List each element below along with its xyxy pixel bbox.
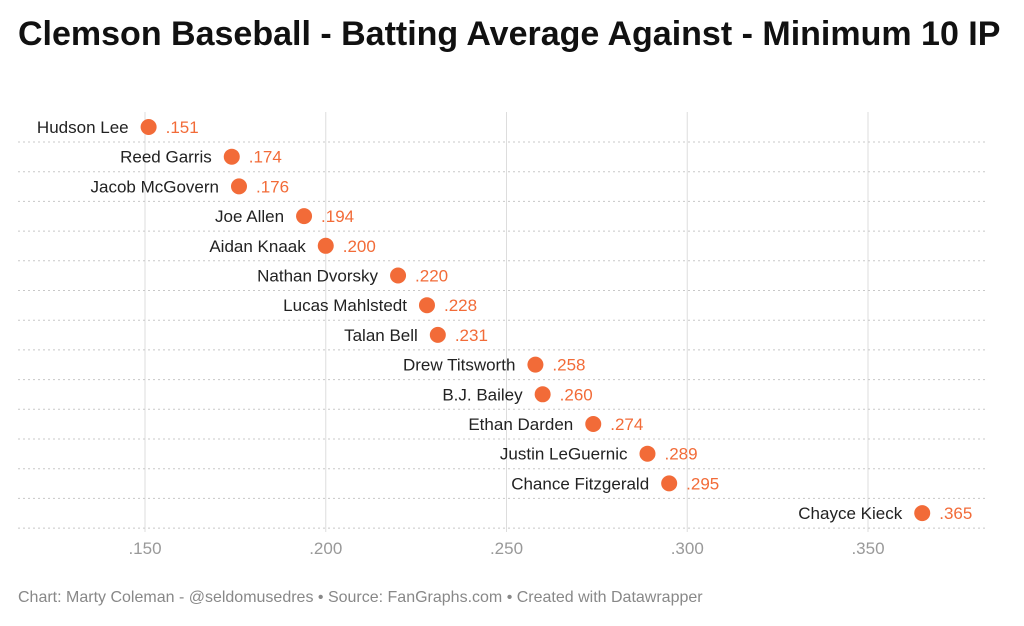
data-point (661, 475, 678, 492)
dot-row: Justin LeGuernic .289 (500, 445, 698, 464)
player-name: Drew Titsworth (403, 356, 515, 375)
value-label: .231 (455, 326, 488, 345)
player-name: B.J. Bailey (442, 385, 523, 404)
dot-row: Ethan Darden .274 (468, 415, 643, 434)
player-name: Hudson Lee (37, 118, 129, 137)
value-label: .365 (939, 504, 972, 523)
player-name: Reed Garris (120, 148, 212, 167)
x-axis-ticks: .150 .200 .250 .300 .350 (128, 539, 884, 558)
data-point (140, 119, 157, 135)
data-point (223, 148, 240, 165)
value-label: .174 (249, 148, 282, 167)
data-point (585, 416, 602, 432)
value-label: .258 (552, 356, 585, 375)
data-point (390, 267, 407, 284)
data-point (534, 386, 551, 403)
data-point (418, 297, 435, 314)
dot-row: Talan Bell .231 (344, 326, 488, 345)
value-label: .194 (321, 207, 354, 226)
x-tick-label: .200 (309, 539, 342, 558)
value-label: .274 (610, 415, 643, 434)
value-label: .228 (444, 296, 477, 315)
dot-row: Joe Allen .194 (215, 207, 354, 226)
player-name: Justin LeGuernic (500, 445, 628, 464)
x-tick-label: .300 (671, 539, 704, 558)
data-point (317, 237, 334, 254)
player-name: Chance Fitzgerald (511, 474, 649, 493)
data-point (429, 326, 446, 343)
dot-row: Chayce Kieck .365 (798, 504, 972, 523)
dot-row: Drew Titsworth .258 (403, 356, 586, 375)
value-label: .200 (343, 237, 376, 256)
dot-row: Lucas Mahlstedt .228 (283, 296, 477, 315)
player-name: Jacob McGovern (90, 177, 219, 196)
dot-row: Aidan Knaak .200 (209, 237, 376, 256)
x-tick-label: .250 (490, 539, 523, 558)
x-tick-label: .150 (128, 539, 161, 558)
dot-row: B.J. Bailey .260 (442, 385, 592, 404)
player-name: Talan Bell (344, 326, 418, 345)
dot-row: Chance Fitzgerald .295 (511, 474, 719, 493)
data-point (230, 178, 247, 195)
data-point (296, 208, 313, 225)
player-name: Nathan Dvorsky (257, 267, 378, 286)
value-label: .176 (256, 177, 289, 196)
vertical-gridlines (144, 112, 869, 532)
value-label: .220 (415, 267, 448, 286)
player-name: Lucas Mahlstedt (283, 296, 407, 315)
value-label: .260 (560, 385, 593, 404)
chart-title: Clemson Baseball - Batting Average Again… (18, 15, 1001, 53)
chart-footer: Chart: Marty Coleman - @seldomusedres • … (18, 589, 703, 606)
dot-row: Jacob McGovern .176 (90, 177, 289, 196)
value-label: .295 (686, 474, 719, 493)
dot-row: Nathan Dvorsky .220 (257, 267, 448, 286)
dot-row: Hudson Lee .151 (37, 118, 199, 137)
data-rows: Hudson Lee .151 Reed Garris .174 Jacob McGov… (37, 118, 972, 523)
value-label: .151 (166, 118, 199, 137)
x-tick-label: .350 (851, 539, 884, 558)
player-name: Ethan Darden (468, 415, 573, 434)
dot-row: Reed Garris .174 (120, 148, 282, 167)
data-point (527, 356, 544, 373)
data-point (914, 505, 931, 522)
player-name: Chayce Kieck (798, 504, 902, 523)
data-point (639, 445, 656, 462)
row-lines (18, 141, 988, 529)
value-label: .289 (664, 445, 697, 464)
player-name: Joe Allen (215, 207, 284, 226)
player-name: Aidan Knaak (209, 237, 306, 256)
